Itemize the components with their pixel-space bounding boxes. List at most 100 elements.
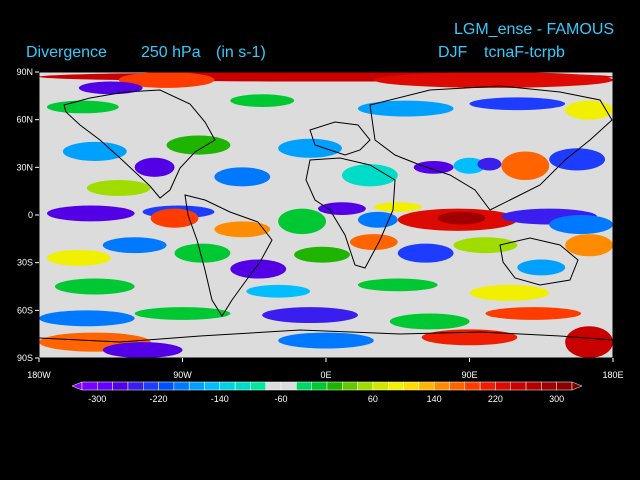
field-blob (246, 284, 311, 298)
colorbar-segment (571, 381, 583, 391)
field-blob (62, 141, 127, 161)
colorbar-label: 300 (549, 394, 564, 404)
field-blob (134, 307, 231, 320)
field-blob (453, 237, 518, 254)
colorbar-segment (449, 381, 466, 391)
colorbar-segment (158, 381, 175, 391)
field-blob (517, 259, 566, 276)
y-tick-label: 0 (28, 210, 33, 220)
colorbar-segment (372, 381, 389, 391)
field-blob (118, 72, 215, 88)
field-blob (54, 278, 135, 295)
field-blob (373, 72, 613, 88)
colorbar-label: -60 (275, 394, 288, 404)
colorbar (71, 381, 583, 391)
coastlines (39, 85, 613, 343)
field-blob (294, 246, 350, 263)
field-blob (421, 329, 518, 346)
field-blob (413, 160, 454, 174)
y-tick-label: 90N (16, 67, 33, 77)
y-tick-label: 60N (16, 115, 33, 125)
colorbar-segment (403, 381, 420, 391)
field-blob (349, 234, 398, 250)
units-title: (in s-1) (216, 44, 266, 61)
x-axis: 180W 90W 0E 90E 180E (27, 358, 624, 380)
colorbar-segment (143, 381, 159, 391)
field-blob (102, 237, 167, 254)
experiment-title: tcnaF-tcrpb (484, 44, 565, 61)
field-blob (437, 211, 486, 225)
field-blob (565, 234, 613, 257)
colorbar-segment (234, 381, 251, 391)
colorbar-segment (71, 381, 83, 391)
field-blob (469, 284, 550, 301)
field-blob (150, 208, 199, 228)
field-blob (278, 208, 327, 235)
field-blob (565, 326, 613, 358)
colorbar-segment (97, 381, 113, 391)
colorbar-segment (326, 381, 343, 391)
field-blob (86, 180, 151, 196)
colorbar-segment (265, 381, 282, 391)
colorbar-segment (112, 381, 129, 391)
field-blob (469, 97, 566, 111)
x-tick-label: 180W (27, 370, 51, 380)
divergence-field (39, 72, 613, 358)
field-blob (278, 332, 374, 349)
colorbar-segment (541, 381, 557, 391)
colorbar-segment (127, 381, 144, 391)
colorbar-segment (357, 381, 374, 391)
field-blob (278, 138, 342, 158)
colorbar-label: 60 (368, 394, 378, 404)
colorbar-segment (296, 381, 312, 391)
y-axis: 90N 60N 30N 0 30S 60S 90S (16, 67, 39, 363)
y-tick-label: 60S (17, 305, 33, 315)
field-blob (134, 157, 175, 177)
field-blob (46, 205, 135, 222)
field-blob (214, 221, 271, 238)
field-title: Divergence (26, 44, 107, 61)
field-blob (174, 243, 231, 263)
field-blob (102, 342, 183, 358)
field-blob (357, 278, 438, 292)
colorbar-segment (479, 381, 496, 391)
colorbar-segment (204, 381, 221, 391)
field-blob (549, 215, 613, 235)
colorbar-segment (219, 381, 236, 391)
y-tick-label: 30N (16, 162, 33, 172)
field-blob (39, 310, 135, 327)
colorbar-segment (556, 381, 573, 391)
field-blob (453, 157, 486, 174)
colorbar-segment (81, 381, 98, 391)
level-title: 250 hPa (141, 44, 201, 61)
field-blob (166, 135, 231, 155)
colorbar-segment (311, 381, 328, 391)
colorbar-segment (188, 381, 205, 391)
colorbar-segment (525, 381, 542, 391)
colorbar-segment (464, 381, 481, 391)
colorbar-segment (280, 381, 297, 391)
field-blob (214, 167, 271, 187)
season-title: DJF (438, 44, 468, 61)
model-title: LGM_ense - FAMOUS (454, 21, 614, 38)
field-blob (46, 100, 119, 114)
field-blob (357, 100, 454, 117)
field-blob (373, 202, 422, 212)
field-blob (230, 94, 295, 107)
x-tick-label: 0E (320, 370, 331, 380)
x-tick-label: 180E (602, 370, 623, 380)
field-blob (501, 151, 550, 181)
field-blob (318, 202, 366, 215)
field-blob (262, 307, 358, 324)
field-blob (549, 148, 606, 171)
y-tick-label: 90S (17, 353, 33, 363)
field-blob (357, 211, 398, 228)
colorbar-label: -300 (88, 394, 106, 404)
colorbar-label: 220 (488, 394, 503, 404)
colorbar-segment (250, 381, 266, 391)
field-blob (397, 243, 454, 263)
field-blob (78, 81, 143, 95)
colorbar-label: -220 (150, 394, 168, 404)
colorbar-segment (342, 381, 358, 391)
